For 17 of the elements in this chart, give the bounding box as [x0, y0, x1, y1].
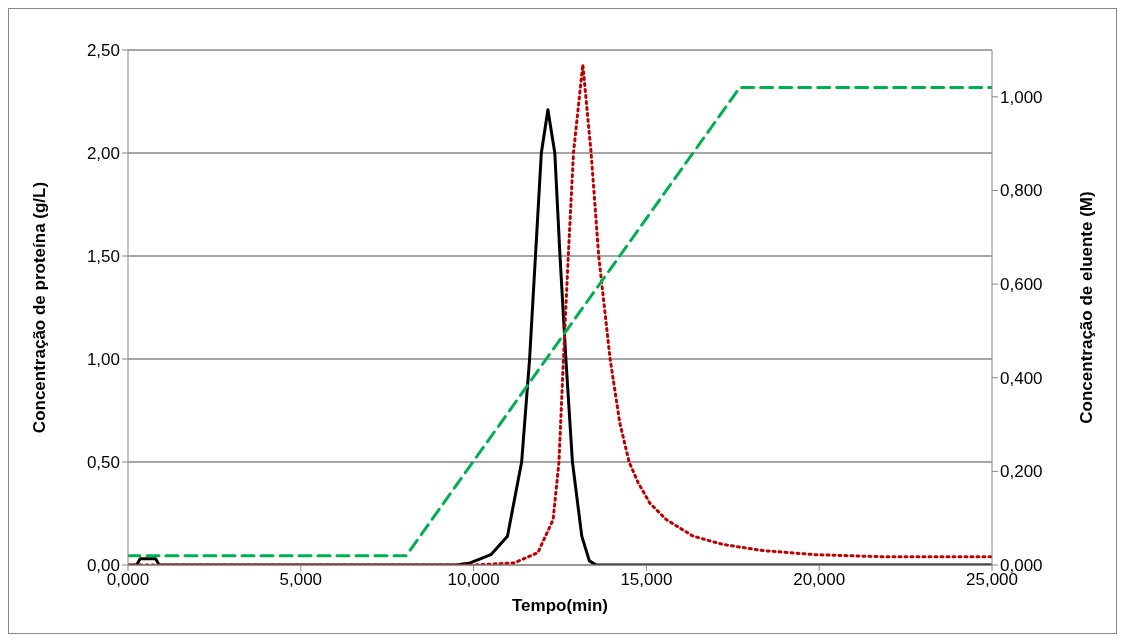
y2-tick-label: 0,200 [1000, 462, 1043, 482]
x-axis-title: Tempo(min) [511, 596, 609, 615]
x-tick-label: 15,000 [620, 570, 673, 590]
y2-tick-label: 0,800 [1000, 181, 1043, 201]
y-tick-label: 1,50 [86, 247, 120, 267]
x-tick-label: 5,000 [279, 570, 323, 590]
y-tick-label: 2,00 [86, 144, 120, 164]
y2-axis-title: Concentração de eluente (M) [1077, 191, 1097, 424]
y2-tick-label: 0,400 [1000, 368, 1043, 388]
y-tick-label: 0,50 [86, 453, 120, 473]
x-tick-label: 10,000 [447, 570, 500, 590]
y2-tick-label: 1,000 [1000, 87, 1043, 107]
x-tick-label: 20,000 [793, 570, 846, 590]
y2-tick-label: 0,600 [1000, 275, 1043, 295]
y-tick-label: 1,00 [86, 350, 120, 370]
y-tick-label: 2,50 [86, 41, 120, 61]
y-axis-title: Concentração de proteína (g/L) [30, 181, 50, 434]
